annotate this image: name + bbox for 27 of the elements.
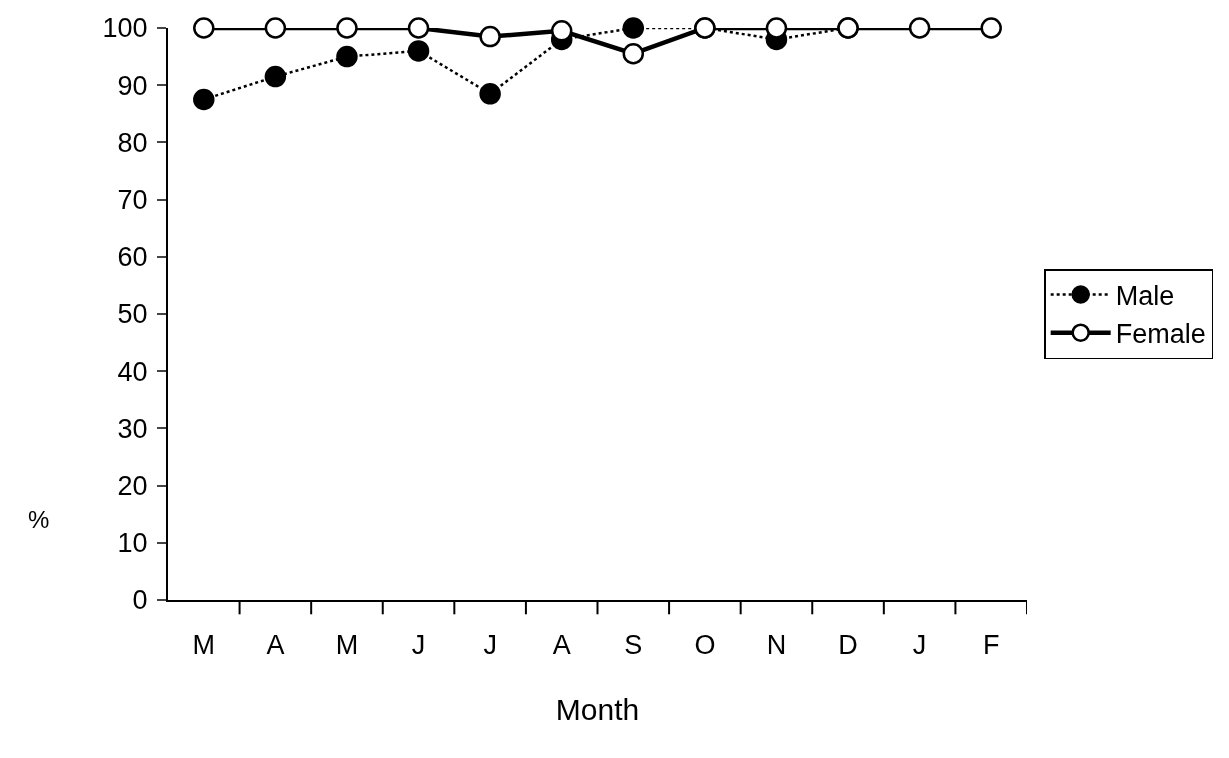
y-tick-label: 30: [117, 413, 148, 444]
y-tick-label: 50: [117, 299, 148, 330]
x-tick-label: M: [192, 630, 216, 661]
y-tick-label: 10: [117, 528, 148, 559]
x-tick-label: M: [335, 630, 359, 661]
x-tick-label: F: [982, 630, 1000, 661]
x-tick-label: A: [552, 630, 571, 661]
y-tick-label: 90: [117, 70, 148, 101]
y-tick-label: 60: [117, 242, 148, 273]
y-tick-label: 80: [117, 127, 148, 158]
y-tick-label: 100: [102, 13, 148, 44]
y-tick-label: 70: [117, 185, 148, 216]
legend-label: Female: [1115, 319, 1206, 350]
legend-label: Male: [1115, 281, 1175, 312]
y-tick-label: 20: [117, 471, 148, 502]
x-tick-label: J: [483, 630, 497, 661]
x-tick-label: S: [624, 630, 643, 661]
y-axis-title: %: [28, 506, 50, 533]
x-tick-label: J: [411, 630, 426, 661]
x-tick-label: N: [766, 630, 787, 661]
x-tick-label: J: [912, 630, 927, 661]
x-tick-label: A: [266, 630, 285, 661]
y-tick-label: 0: [132, 585, 148, 616]
x-tick-label: D: [838, 630, 858, 661]
x-axis-title: Month: [555, 693, 640, 727]
x-tick-label: O: [694, 630, 716, 661]
y-tick-label: 40: [117, 356, 148, 387]
